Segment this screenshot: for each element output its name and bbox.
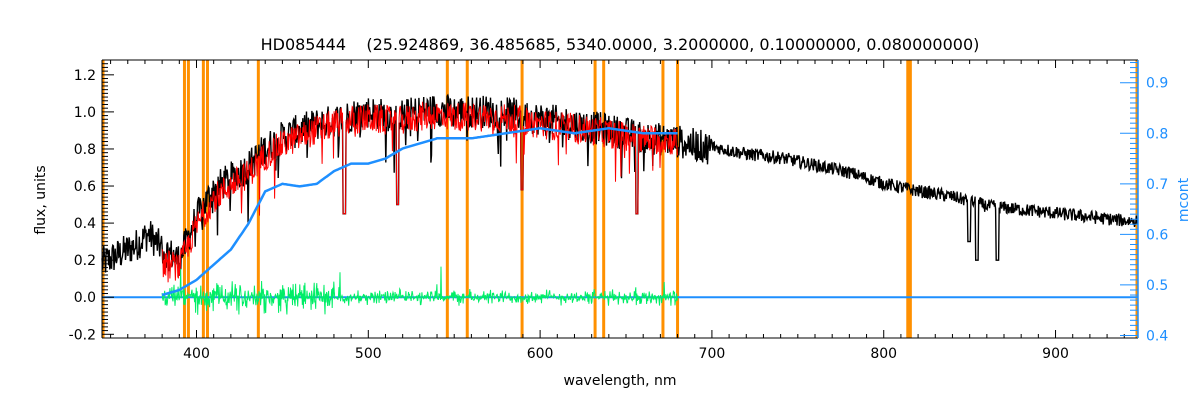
y2-tick-label: 0.9	[1146, 76, 1168, 92]
chart-title: HD085444 (25.924869, 36.485685, 5340.000…	[261, 35, 980, 54]
y2-tick-label: 0.8	[1146, 126, 1168, 142]
y2-tick-label: 0.4	[1146, 328, 1168, 344]
y-tick-label: 0.2	[74, 253, 96, 269]
mcont-series	[161, 126, 678, 297]
plot-area: 400 500 600 700 800 900 -0.2 0.0 0.2 0.4 0.6 0.8 1.0…	[69, 59, 1168, 362]
y-tick-label: 0.6	[74, 179, 96, 195]
model-flux-series	[161, 101, 678, 283]
x-tick-label: 600	[527, 346, 554, 362]
x-tick-label: 700	[699, 346, 726, 362]
y2-axis-label: mcont	[1176, 177, 1192, 222]
y-tick-label: 1.2	[74, 68, 96, 84]
x-axis-label: wavelength, nm	[564, 373, 677, 389]
x-tick-label: 800	[870, 346, 897, 362]
y2-tick-label: 0.6	[1146, 227, 1168, 243]
x-tick-label: 900	[1042, 346, 1069, 362]
observed-flux-series	[101, 93, 1139, 277]
y2-tick-label: 0.7	[1146, 177, 1168, 193]
y-tick-label: -0.2	[69, 327, 96, 343]
x-tick-label: 400	[183, 346, 210, 362]
y-axis-label: flux, units	[33, 165, 49, 234]
y2-tick-label: 0.5	[1146, 278, 1168, 294]
y-tick-label: 0.4	[74, 216, 96, 232]
y-tick-label: 1.0	[74, 105, 96, 121]
y-tick-label: 0.8	[74, 142, 96, 158]
x-tick-label: 500	[355, 346, 382, 362]
y-tick-label: 0.0	[74, 290, 96, 306]
residual-series	[161, 266, 679, 315]
